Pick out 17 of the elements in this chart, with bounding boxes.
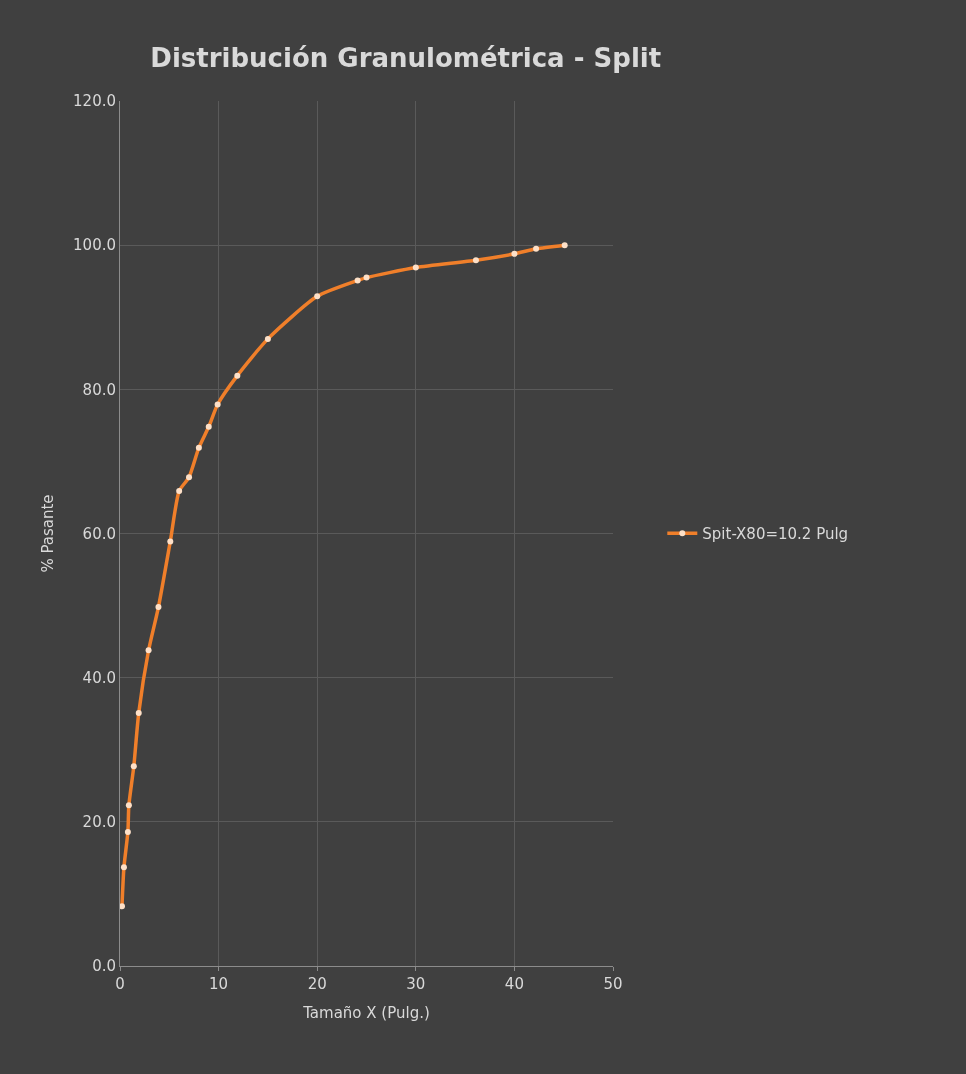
y-tick-label: 60.0 [82,524,116,543]
x-axis-title: Tamaño X (Pulg.) [302,1004,430,1022]
x-tick-label: 40 [504,975,524,993]
x-tick-label: 10 [209,975,229,993]
y-tick-label: 100.0 [73,236,116,255]
y-tick-label: 120.0 [73,92,116,111]
x-tick-label: 30 [406,975,426,993]
y-tick-label: 40.0 [82,668,116,687]
chart-title: Distribución Granulométrica - Split [150,42,662,73]
y-tick-label: 20.0 [82,813,116,832]
y-tick-label: 80.0 [82,380,116,399]
x-tick-label: 20 [307,975,327,993]
legend-label: Spit-X80=10.2 Pulg [702,525,849,544]
y-tick-label: 0.0 [92,957,116,976]
y-axis-title: % Pasante [39,494,58,573]
x-tick-label: 0 [115,975,125,993]
x-tick-label: 50 [603,975,623,993]
